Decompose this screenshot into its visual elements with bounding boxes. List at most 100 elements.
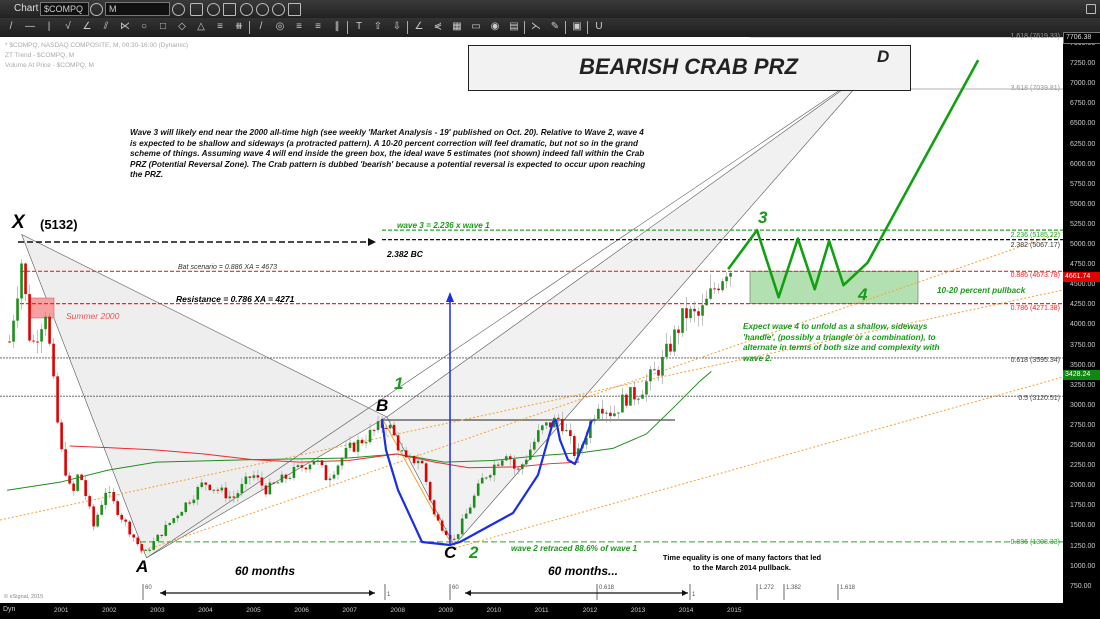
fan-icon[interactable]: ⋉	[120, 21, 130, 32]
fib-retrace-icon[interactable]: ≡	[296, 21, 302, 32]
pitchfork-icon[interactable]: ▤	[509, 21, 519, 32]
time-marker-label: 60	[452, 585, 459, 591]
price-axis[interactable]	[1063, 37, 1100, 603]
horizontal-line-icon[interactable]: —	[25, 21, 35, 32]
candle	[116, 501, 119, 515]
candle	[424, 463, 428, 482]
candle	[388, 424, 392, 429]
candle	[472, 495, 476, 508]
candle	[609, 412, 612, 417]
time-marker-label: 1	[692, 592, 696, 598]
candle	[625, 394, 628, 406]
bat-scenario-label: Bat scenario = 0.886 XA = 4673	[178, 264, 277, 271]
candle	[649, 369, 652, 382]
x-tick-label: 2011	[534, 607, 549, 614]
note-icon[interactable]	[288, 3, 301, 16]
polyline-icon[interactable]: √	[65, 21, 71, 32]
candle	[545, 422, 548, 426]
candle	[264, 485, 268, 495]
line-icon[interactable]: /	[9, 21, 13, 32]
arrow-up-icon[interactable]: ⇧	[373, 21, 383, 32]
eraser-icon[interactable]: ✎	[550, 21, 560, 32]
candle	[464, 513, 468, 519]
fib-channel-icon[interactable]: ≡	[217, 21, 223, 32]
candle	[44, 316, 47, 330]
wave3-target-label: wave 3 = 2.236 x wave 1	[397, 221, 490, 230]
candle	[432, 500, 436, 515]
candle	[124, 519, 127, 522]
dyn-button[interactable]: Dyn	[3, 606, 16, 613]
candle	[20, 263, 23, 299]
bc-orange-leg	[382, 419, 453, 546]
candle	[516, 468, 520, 470]
y-tick-label: 3000.00	[1070, 401, 1096, 409]
candle	[689, 308, 692, 319]
symbol-input[interactable]: $COMPQ	[40, 2, 89, 16]
fan-lines-icon[interactable]: ⋞	[433, 21, 443, 32]
copyright: © eSignal, 2015	[4, 594, 44, 600]
link-chain-icon[interactable]	[272, 3, 285, 16]
fib-level-label: 0.786 (4271.38)	[1010, 305, 1060, 312]
alert-icon[interactable]	[256, 3, 269, 16]
chart-icon[interactable]	[223, 3, 236, 16]
candle	[468, 507, 472, 514]
parallel-icon[interactable]: ⫽	[103, 21, 109, 32]
rectangle-icon[interactable]: □	[159, 21, 167, 32]
fib-level-label: 0.5 (3120.51)	[1018, 395, 1060, 402]
toolbar-separator	[249, 21, 250, 34]
y-tick-label: 7250.00	[1070, 60, 1096, 68]
candle	[248, 476, 252, 478]
candle	[68, 475, 71, 484]
interval-select[interactable]: M	[105, 2, 170, 16]
eye-icon[interactable]: ◉	[490, 21, 500, 32]
elliott-icon[interactable]: ⋋	[531, 21, 541, 32]
lines-icon[interactable]: ∥	[334, 21, 340, 32]
refresh-icon[interactable]	[207, 3, 220, 16]
point-a-label: A	[136, 557, 149, 576]
x-tick-label: 2004	[198, 607, 213, 614]
pattern-leg-AD	[146, 67, 873, 559]
fib-level-label: 0.618 (3595.34)	[1010, 357, 1060, 364]
text-icon[interactable]: T	[355, 21, 363, 32]
link-icon[interactable]	[90, 3, 103, 16]
candle	[48, 316, 51, 344]
candle	[629, 387, 632, 406]
fib-ext-icon[interactable]: ≡	[315, 21, 321, 32]
arrow-down-icon[interactable]: ⇩	[392, 21, 402, 32]
y-tick-label: 1750.00	[1070, 502, 1096, 510]
x-tick-label: 2009	[438, 607, 454, 614]
candle	[420, 460, 424, 464]
wave-3-label: 3	[758, 208, 768, 227]
y-tick-label: 2000.00	[1070, 482, 1096, 490]
magnet-icon[interactable]: U	[595, 21, 603, 32]
pencil-icon[interactable]	[190, 3, 203, 16]
gann-icon[interactable]: ∠	[414, 21, 424, 32]
time-axis[interactable]: Dyn	[0, 603, 1100, 619]
candle	[392, 424, 396, 436]
diamond-icon[interactable]: ◇	[178, 21, 186, 32]
circle-fib-icon[interactable]: ◎	[275, 21, 285, 32]
ellipse-icon[interactable]: ○	[140, 21, 148, 32]
triangle-icon[interactable]: △	[197, 21, 205, 32]
window-menu-icon[interactable]	[1086, 4, 1096, 14]
wave-2-label: 2	[469, 543, 479, 562]
candle	[709, 288, 712, 299]
trendline-icon[interactable]: /	[259, 21, 263, 32]
point-x-label: X	[12, 212, 25, 233]
mode-icon[interactable]: ▭	[471, 21, 481, 32]
clock-icon[interactable]	[172, 3, 185, 16]
cycles-icon[interactable]: ⧻	[234, 21, 244, 32]
price-tag-trend: 3428.24	[1063, 370, 1100, 380]
toolbar-separator	[565, 21, 566, 34]
comment-icon[interactable]: ▣	[572, 21, 582, 32]
candle	[72, 483, 75, 491]
angle-icon[interactable]: ∠	[82, 21, 92, 32]
candle	[717, 288, 720, 291]
timer-icon[interactable]	[240, 3, 253, 16]
ma-green-line	[7, 371, 712, 491]
vertical-line-icon[interactable]: |	[47, 21, 51, 32]
grid-icon[interactable]: ▦	[452, 21, 462, 32]
candle	[176, 515, 180, 519]
toolbar-separator	[407, 21, 408, 34]
